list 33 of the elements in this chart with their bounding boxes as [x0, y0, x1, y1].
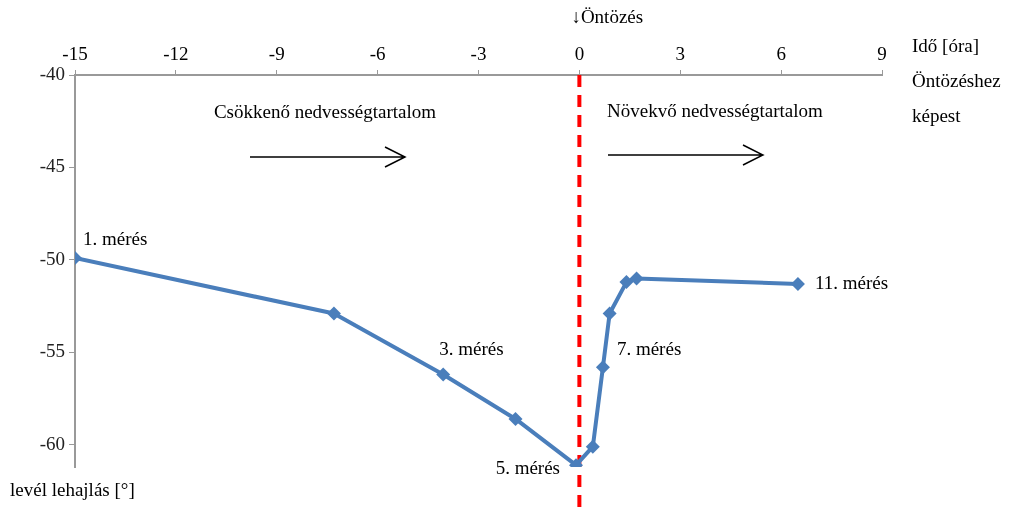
- point: [602, 306, 617, 321]
- point: [585, 439, 600, 454]
- point: [619, 275, 634, 290]
- point: [790, 276, 805, 291]
- annotation: 7. mérés: [616, 338, 682, 360]
- point: [595, 360, 610, 375]
- annotation: 3. mérés: [439, 337, 504, 359]
- point: [326, 306, 341, 321]
- annotation: 11. mérés: [814, 271, 889, 293]
- ref-line-label: ↓Öntözés: [571, 5, 644, 27]
- y-tick-label: -50: [39, 247, 65, 269]
- x-tick-label: -3: [470, 42, 487, 64]
- annotation: 1. mérés: [83, 228, 148, 250]
- annotation: Növekvő nedvességtartalom: [607, 99, 824, 121]
- y-tick-label: -55: [39, 340, 65, 362]
- x-tick-label: 3: [675, 42, 685, 64]
- x-tick-label: -6: [369, 42, 386, 64]
- x-tick-label: -9: [268, 42, 285, 64]
- x-tick-label: -15: [62, 42, 88, 64]
- y-tick-label: -45: [39, 155, 65, 177]
- y-tick-label: -60: [39, 432, 65, 454]
- point: [436, 367, 451, 382]
- annotation: 5. mérés: [495, 457, 561, 479]
- point: [508, 411, 523, 426]
- x-tick-label: 9: [877, 42, 887, 64]
- y-axis-title: levél lehajlás [°]: [10, 478, 135, 500]
- y-tick-label: -40: [39, 62, 65, 84]
- annotation: Csökkenő nedvességtartalom: [213, 100, 437, 122]
- point: [629, 271, 644, 286]
- x-tick-label: 0: [574, 42, 585, 64]
- x-tick-label: 6: [776, 42, 786, 64]
- x-axis-title: Idő [óra] Öntözéshez képest: [912, 34, 1001, 126]
- x-tick-label: -12: [163, 42, 189, 64]
